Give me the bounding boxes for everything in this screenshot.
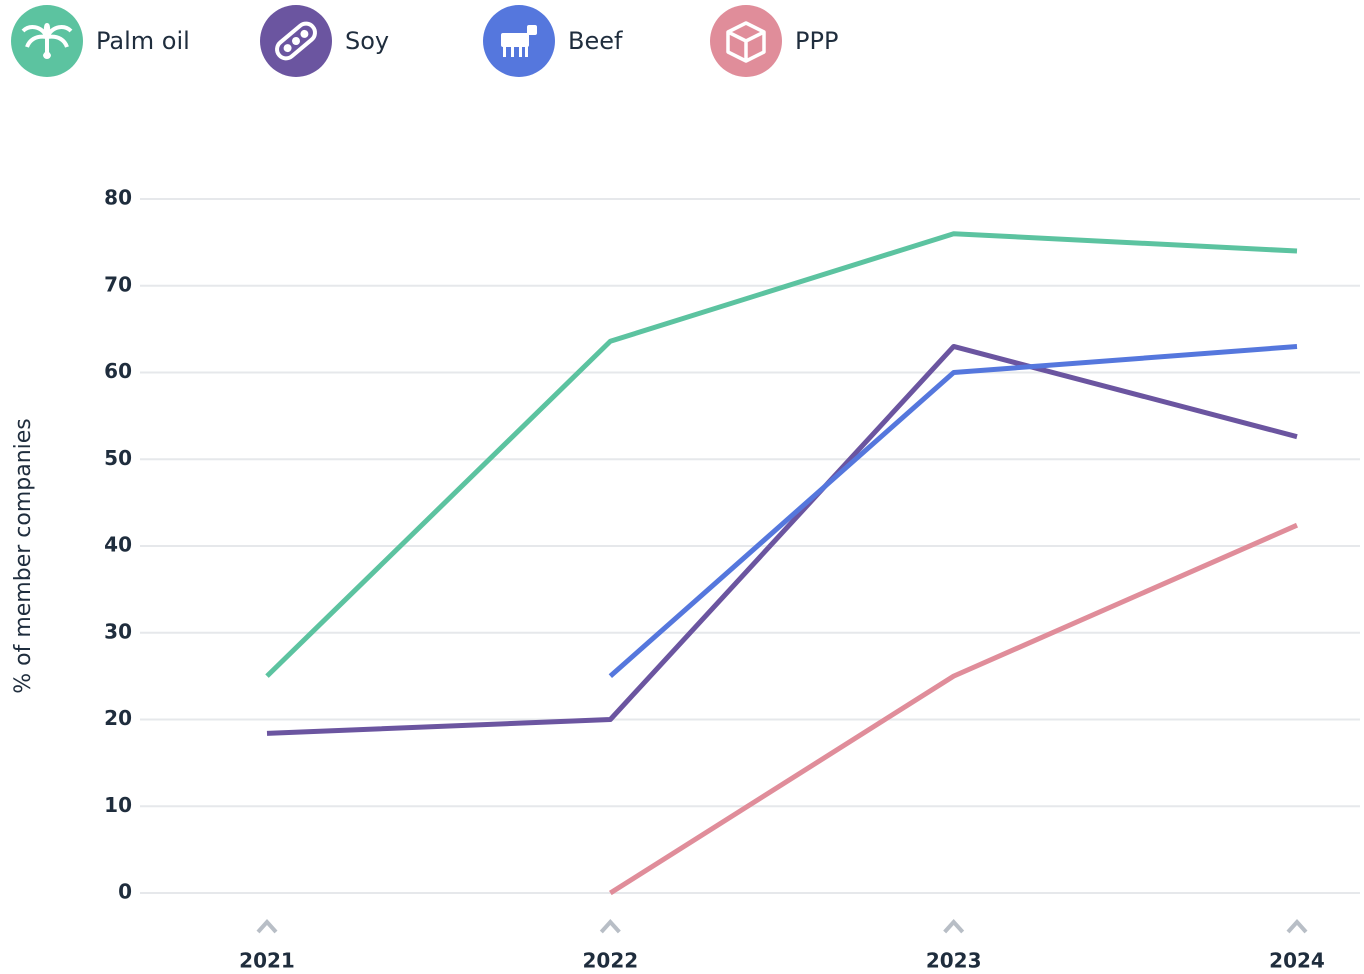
y-tick-label: 70 bbox=[104, 272, 132, 296]
y-tick-label: 80 bbox=[104, 186, 132, 210]
y-tick-label: 50 bbox=[104, 446, 132, 470]
series-line bbox=[608, 343, 1298, 678]
soy-icon bbox=[275, 21, 317, 61]
legend-label: Soy bbox=[345, 27, 389, 55]
series-line bbox=[265, 231, 1298, 678]
x-tick-caret bbox=[1286, 919, 1308, 934]
ppp-icon bbox=[726, 21, 766, 63]
y-tick-label: 40 bbox=[104, 533, 132, 557]
y-tick-label: 20 bbox=[104, 706, 132, 730]
x-tick-label: 2024 bbox=[1269, 949, 1325, 973]
legend-icons bbox=[11, 5, 782, 77]
legend-label: Beef bbox=[568, 27, 623, 55]
x-tick-caret bbox=[256, 919, 278, 934]
palm-icon bbox=[21, 23, 73, 59]
y-tick-label: 30 bbox=[104, 619, 132, 643]
beef-icon bbox=[501, 25, 537, 57]
series-line bbox=[608, 522, 1299, 896]
y-tick-label: 0 bbox=[118, 880, 132, 904]
y-tick-label: 10 bbox=[104, 793, 132, 817]
x-tick-label: 2022 bbox=[582, 949, 638, 973]
legend-label: PPP bbox=[795, 27, 838, 55]
y-tick-label: 60 bbox=[104, 359, 132, 383]
y-axis-title: % of member companies bbox=[11, 418, 36, 694]
legend-label: Palm oil bbox=[96, 27, 190, 55]
series-line bbox=[266, 343, 1298, 736]
x-tick-caret bbox=[943, 919, 965, 934]
x-tick-label: 2023 bbox=[926, 949, 982, 973]
x-tick-caret bbox=[599, 919, 621, 934]
x-tick-label: 2021 bbox=[239, 949, 295, 973]
